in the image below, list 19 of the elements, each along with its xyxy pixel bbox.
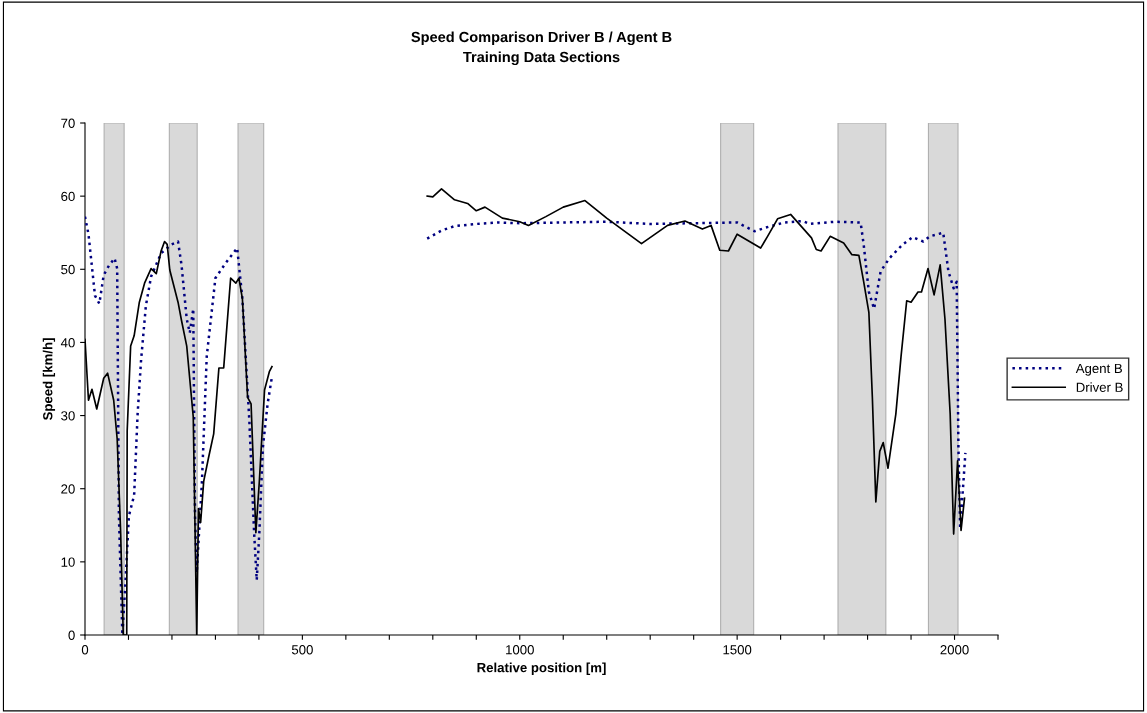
y-tick-label: 10 xyxy=(61,557,75,567)
x-tick-label: 1500 xyxy=(723,645,752,655)
y-tick-label: 30 xyxy=(61,411,75,421)
x-tick-label: 500 xyxy=(291,645,313,655)
y-tick-label: 20 xyxy=(61,484,75,494)
y-tick-label: 60 xyxy=(61,191,75,202)
y-tick-label: 40 xyxy=(60,338,75,348)
x-tick-label: 1000 xyxy=(506,645,534,655)
y-tick-label: 70 xyxy=(61,118,75,128)
x-axis-title: Relative position [m] xyxy=(477,662,606,675)
y-tick-label: 50 xyxy=(61,264,75,275)
chart-subtitle: Training Data Sections xyxy=(463,51,620,66)
y-axis-title: Speed [km/h] xyxy=(42,338,56,421)
legend-label: Driver B xyxy=(1076,382,1123,392)
chart-title: Speed Comparison Driver B / Agent B xyxy=(411,31,672,46)
x-tick-label: 0 xyxy=(81,645,89,655)
x-tick-label: 2000 xyxy=(940,645,969,655)
legend-label: Agent B xyxy=(1075,363,1122,376)
y-tick-label: 0 xyxy=(68,630,75,640)
